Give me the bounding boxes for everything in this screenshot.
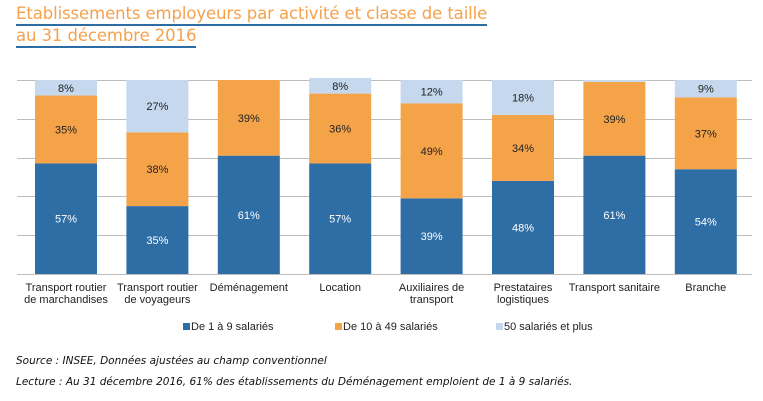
data-label: 38% (146, 164, 168, 176)
bar-segment (35, 95, 97, 164)
data-label: 49% (421, 146, 443, 158)
legend-label-10-49: De 10 à 49 salariés (343, 321, 438, 333)
x-tick-label: transport (410, 294, 453, 306)
data-label: 8% (332, 81, 348, 93)
x-tick-label: Déménagement (210, 282, 288, 294)
data-label: 39% (603, 114, 625, 126)
bar-segment (492, 180, 554, 274)
bar-segment (217, 155, 280, 274)
legend-swatch-50-plus (496, 323, 503, 330)
bar-segment (35, 80, 97, 96)
legend-item-1-9: De 1 à 9 salariés (183, 321, 274, 333)
data-label: 27% (146, 101, 168, 113)
bars (35, 78, 737, 274)
x-tick-label: Prestataires (494, 282, 553, 294)
bar-segment (309, 163, 372, 274)
data-label: 61% (603, 210, 625, 222)
x-tick-label: de marchandises (24, 294, 108, 306)
data-label: 34% (512, 143, 534, 155)
bar-segment (674, 97, 737, 170)
x-tick-label: Auxiliaires de (399, 282, 464, 294)
bar-segment (126, 132, 189, 207)
data-label: 39% (238, 113, 260, 125)
bar-segment (674, 169, 737, 274)
legend-item-50-plus: 50 salariés et plus (496, 321, 593, 333)
data-label: 36% (329, 124, 351, 136)
bar-segment (309, 93, 372, 164)
bar-segment (400, 80, 463, 104)
bar-segment (309, 78, 372, 94)
data-label: 35% (55, 124, 77, 136)
chart-title-line-1: Etablissements employeurs par activité e… (16, 4, 487, 26)
data-label: 9% (698, 84, 714, 96)
bar-segment (400, 103, 463, 199)
data-label: 57% (55, 214, 77, 226)
bar-segment (126, 206, 189, 274)
x-tick-label: Location (319, 282, 361, 294)
x-tick-label: logistiques (497, 294, 549, 306)
bar-segment (583, 155, 646, 274)
legend-label-1-9: De 1 à 9 salariés (191, 321, 274, 333)
reading-note: Lecture : Au 31 décembre 2016, 61% des é… (16, 376, 573, 388)
source-note: Source : INSEE, Données ajustées au cham… (16, 355, 327, 367)
stacked-bar-chart: 57% 35% 8% 35% 38% 27% 61% 39% 57% 36% 8% 39% 49% 12%… (17, 78, 752, 306)
bar-segment (492, 114, 554, 181)
data-label: 39% (421, 231, 443, 243)
legend-swatch-1-9 (183, 323, 190, 330)
data-label: 37% (695, 128, 717, 140)
x-tick-label: Transport sanitaire (569, 282, 660, 294)
bar-segment (674, 80, 737, 98)
data-label: 12% (421, 87, 443, 99)
data-label: 61% (238, 210, 260, 222)
x-tick-label: Transport routier (117, 282, 198, 294)
data-label: 54% (695, 217, 717, 229)
legend-item-10-49: De 10 à 49 salariés (335, 321, 438, 333)
x-tick-label: Branche (685, 282, 726, 294)
bar-segment (583, 80, 646, 82)
bar-segment (217, 80, 280, 156)
data-label: 57% (329, 214, 351, 226)
bar-segment (492, 80, 554, 115)
data-label: 48% (512, 222, 534, 234)
data-labels: 57% 35% 8% 35% 38% 27% 61% 39% 57% 36% 8% 39% 49% 12%… (55, 81, 717, 247)
data-label: 35% (146, 235, 168, 247)
bar-segment (400, 198, 463, 274)
bar-segment (126, 80, 189, 133)
legend-label-50-plus: 50 salariés et plus (504, 321, 593, 333)
data-label: 18% (512, 92, 534, 104)
x-tick-label: Transport routier (26, 282, 107, 294)
data-label: 8% (58, 83, 74, 95)
legend-swatch-10-49 (335, 323, 342, 330)
chart-title-line-2: au 31 décembre 2016 (16, 26, 196, 48)
x-tick-label: de voyageurs (124, 294, 191, 306)
bar-segment (35, 163, 97, 274)
bar-segment (583, 81, 646, 156)
